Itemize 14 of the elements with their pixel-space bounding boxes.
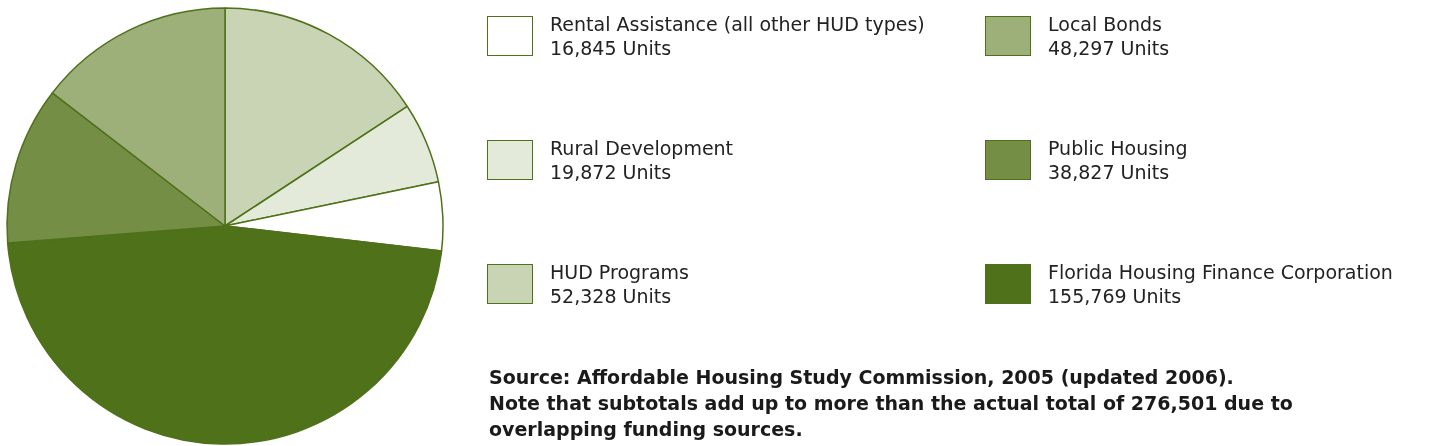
source-note: Source: Affordable Housing Study Commission, 2005 (updated 2006). xyxy=(489,365,1235,390)
text: Note that subtotals add up to more than the actual total of 276,501 due to overlapping funding sources. xyxy=(489,391,1294,442)
legend-label: Public Housing xyxy=(1048,136,1188,160)
legend-label: Rental Assistance (all other HUD types) xyxy=(550,12,925,36)
data-label: 38,827 Units xyxy=(1048,160,1171,184)
data-label: 16,845 Units xyxy=(550,36,673,60)
data-label: 19,872 Units xyxy=(550,160,673,184)
legend-label: Rural Development xyxy=(550,136,734,160)
data-label: 48,297 Units xyxy=(1048,36,1170,60)
legend-label: Florida Housing Finance Corporation xyxy=(1048,260,1393,284)
legend-label: HUD Programs xyxy=(550,260,689,284)
legend-label: Local Bonds xyxy=(1048,12,1163,36)
data-label: 52,328 Units xyxy=(550,284,673,308)
data-label: 155,769 Units xyxy=(1048,284,1183,308)
